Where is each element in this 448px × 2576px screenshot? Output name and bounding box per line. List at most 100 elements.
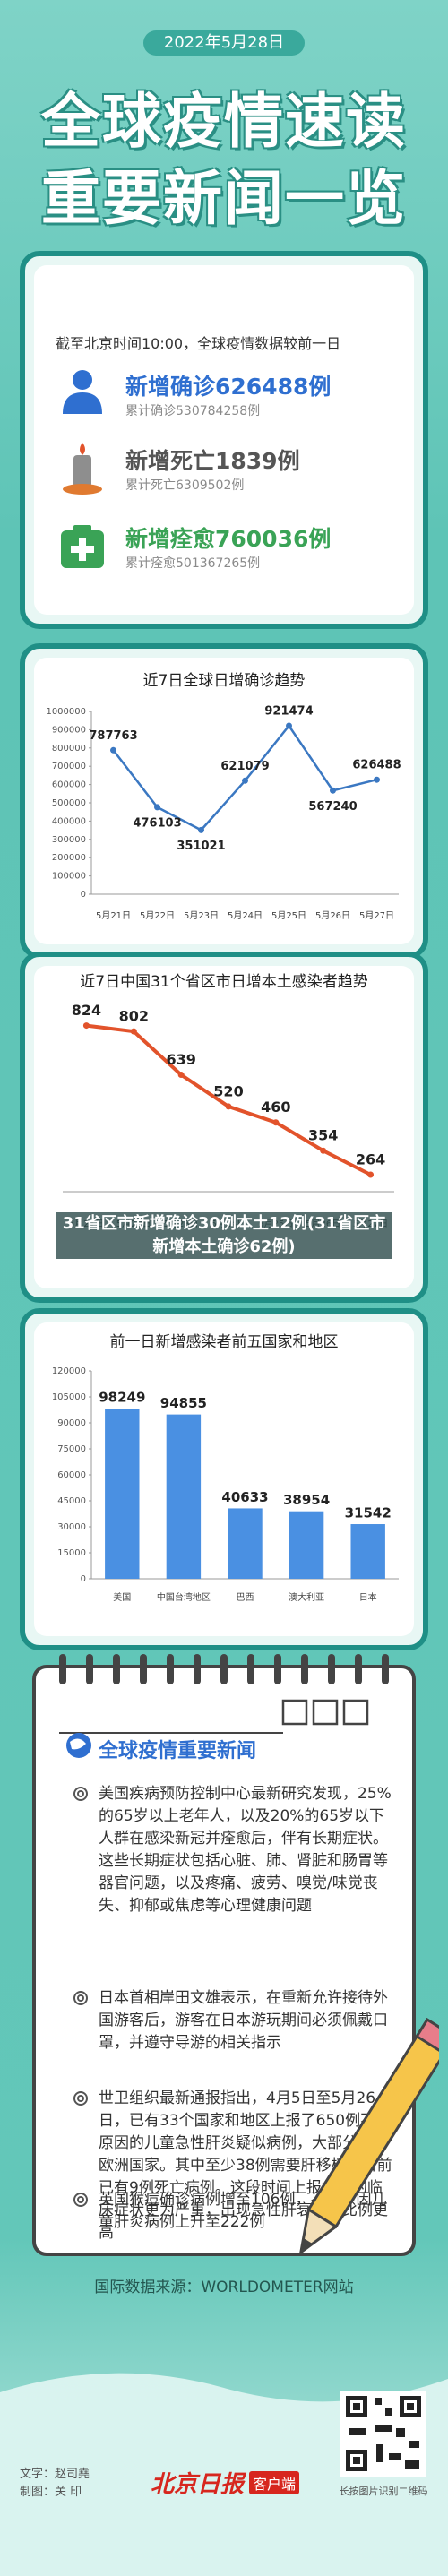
x-tick-label: 5月26日 <box>315 910 350 921</box>
stat-total: 累计痊愈501367265例 <box>125 556 261 571</box>
y-tick-label: 200000 <box>52 853 86 863</box>
data-label: 520 <box>213 1082 243 1099</box>
qr-code <box>340 2391 426 2477</box>
y-tick-label: 15000 <box>57 1548 86 1558</box>
y-tick-label: 1000000 <box>46 707 86 717</box>
stat-main: 新增死亡1839例 <box>125 448 300 474</box>
stat-total: 累计确诊530784258例 <box>125 404 261 418</box>
y-tick-label: 600000 <box>52 780 86 790</box>
point <box>367 1171 375 1178</box>
y-tick-label: 400000 <box>52 816 86 826</box>
y-tick-label: 0 <box>81 1574 86 1584</box>
bar <box>105 1409 140 1579</box>
x-tick-label: 5月22日 <box>140 910 175 921</box>
bar <box>350 1524 385 1579</box>
x-tick-label: 5月27日 <box>359 910 394 921</box>
data-label: 824 <box>72 1002 101 1019</box>
data-label: 626488 <box>352 759 401 772</box>
credit: 文字：赵司堯 <box>20 2468 90 2481</box>
y-tick-label: 500000 <box>52 798 86 808</box>
date-pill: 2022年5月28日 <box>143 30 305 56</box>
y-tick-label: 45000 <box>57 1496 86 1506</box>
y-tick-label: 700000 <box>52 762 86 771</box>
point <box>110 746 116 754</box>
y-tick-label: 0 <box>81 890 86 900</box>
x-tick-label: 5月23日 <box>184 910 219 921</box>
point <box>130 1028 137 1035</box>
point <box>242 777 248 784</box>
x-tick-label: 日本 <box>359 1591 377 1603</box>
credit: 制图：关 印 <box>20 2486 82 2499</box>
x-tick-label: 美国 <box>113 1591 131 1603</box>
chart-title: 前一日新增感染者前五国家和地区 <box>110 1333 339 1351</box>
x-tick-label: 5月21日 <box>96 910 131 921</box>
y-tick-label: 75000 <box>57 1444 86 1454</box>
y-tick-label: 300000 <box>52 835 86 845</box>
chart-card <box>20 643 428 959</box>
y-tick-label: 105000 <box>52 1392 86 1402</box>
data-label: 98249 <box>99 1390 145 1406</box>
bullets <box>73 2193 88 2207</box>
y-tick-label: 90000 <box>57 1418 86 1428</box>
news-item: 日本首相岸田文雄表示，在重新允许接待外国游客后，游客在日本游玩期间必须佩戴口罩，… <box>99 1989 388 2052</box>
y-tick-label: 30000 <box>57 1522 86 1532</box>
bar <box>228 1508 263 1579</box>
chart: 近7日全球日增确诊趋势 0 100000 200000 300000 400000 5000… <box>46 672 401 921</box>
news-item: 美国疾病预防控制中心最新研究发现，25%的65岁以上老年人，以及20%的65岁以… <box>99 1785 392 1915</box>
point <box>225 1103 232 1110</box>
x-tick-label: 中国台湾地区 <box>157 1591 211 1603</box>
logo-suffix: 客户端 <box>249 2471 300 2494</box>
point <box>286 722 292 729</box>
summary-subtitle: 截至北京时间10:00，全球疫情数据较前一日 <box>56 335 341 352</box>
data-label: 621079 <box>220 760 269 773</box>
data-label: 921474 <box>264 705 313 719</box>
point <box>177 1072 185 1079</box>
chart: 近7日中国31个省区市日增本土感染者趋势5月21日5月22日5月23日5月24日… <box>63 973 394 1229</box>
chart-title: 近7日中国31个省区市日增本土感染者趋势 <box>80 973 367 991</box>
chart: 前一日新增感染者前五国家和地区 0 15000 30000 45000 60000 7500… <box>52 1333 399 1603</box>
data-label: 94855 <box>160 1395 207 1411</box>
bar <box>166 1414 202 1579</box>
y-tick-label: 120000 <box>52 1366 86 1376</box>
line <box>86 1023 372 1176</box>
point <box>320 1147 327 1154</box>
x-tick-label: 巴西 <box>237 1592 254 1603</box>
data-label: 802 <box>119 1008 149 1025</box>
data-label: 40633 <box>221 1489 268 1505</box>
title-line: 全球疫情速读 <box>41 87 407 156</box>
data-label: 351021 <box>177 840 225 853</box>
x-tick-label: 5月25日 <box>271 910 306 921</box>
icons <box>61 370 104 568</box>
data-label: 476103 <box>133 816 181 830</box>
y-tick-label: 900000 <box>52 725 86 735</box>
data-label: 567240 <box>308 800 357 814</box>
stat-main: 新增确诊626488例 <box>125 374 332 400</box>
title-line: 重要新闻一览 <box>41 164 407 233</box>
data-label: 460 <box>261 1098 290 1116</box>
point <box>374 776 380 783</box>
data-label: 354 <box>308 1127 338 1144</box>
footer-wave <box>0 2373 448 2576</box>
y-tick-label: 800000 <box>52 744 86 754</box>
news-item: 世卫组织最新通报指出，4月5日至5月26日，已有33个国家和地区上报了650例不… <box>99 2089 392 2242</box>
notebook-decor <box>59 1654 389 1758</box>
x-tick-label: 5月24日 <box>228 910 263 921</box>
data-label: 38954 <box>283 1492 330 1508</box>
stat-main: 新增痊愈760036例 <box>125 526 332 552</box>
point <box>198 826 204 833</box>
news-title: 全球疫情重要新闻 <box>99 1740 257 1762</box>
data-label: 787763 <box>89 729 137 743</box>
y-tick-label: 100000 <box>52 872 86 882</box>
overlay-caption: 31省区市新增确诊30例本土12例(31省区市新增本土确诊62例) <box>56 1212 392 1259</box>
data-label: 639 <box>166 1051 195 1068</box>
point <box>82 1022 90 1030</box>
x-tick-label: 澳大利亚 <box>289 1591 324 1603</box>
logo-name: 北京日报 <box>151 2471 245 2498</box>
chart-card <box>20 1308 428 1650</box>
qr-caption: 长按图片识别二维码 <box>339 2486 428 2497</box>
bar <box>289 1511 324 1579</box>
stat-total: 累计死亡6309502例 <box>125 478 245 493</box>
point <box>154 804 160 811</box>
point <box>272 1119 280 1126</box>
